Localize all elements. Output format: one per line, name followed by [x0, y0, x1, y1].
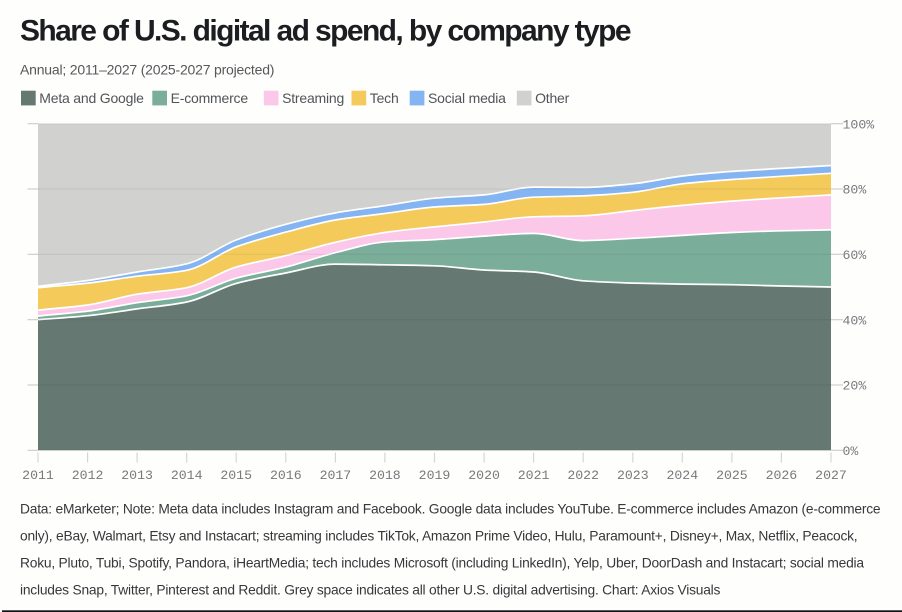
svg-text:includes Snap, Twitter, Pinter: includes Snap, Twitter, Pinterest and Re… — [20, 583, 721, 598]
svg-text:40%: 40% — [843, 313, 867, 328]
svg-text:2022: 2022 — [567, 468, 599, 483]
svg-text:2026: 2026 — [766, 468, 798, 483]
svg-text:100%: 100% — [843, 117, 875, 132]
svg-text:Tech: Tech — [370, 90, 399, 106]
svg-text:2021: 2021 — [518, 468, 550, 483]
svg-text:E-commerce: E-commerce — [171, 90, 249, 106]
svg-text:2015: 2015 — [220, 468, 252, 483]
svg-text:20%: 20% — [843, 379, 867, 394]
svg-text:2025: 2025 — [716, 468, 748, 483]
svg-text:2018: 2018 — [369, 468, 401, 483]
svg-text:Roku, Pluto, Tubi, Spotify, Pa: Roku, Pluto, Tubi, Spotify, Pandora, iHe… — [20, 556, 864, 571]
svg-text:Streaming: Streaming — [282, 90, 344, 106]
svg-text:2024: 2024 — [666, 468, 698, 483]
svg-text:2016: 2016 — [270, 468, 302, 483]
svg-text:80%: 80% — [843, 183, 867, 198]
svg-text:2027: 2027 — [815, 468, 847, 483]
svg-text:Data: eMarketer; Note: Meta da: Data: eMarketer; Note: Meta data include… — [20, 501, 881, 516]
svg-text:2020: 2020 — [468, 468, 500, 483]
svg-text:Share of U.S. digital ad spend: Share of U.S. digital ad spend, by compa… — [20, 15, 631, 48]
svg-text:Annual; 2011–2027 (2025-2027 p: Annual; 2011–2027 (2025-2027 projected) — [20, 62, 274, 78]
svg-text:2014: 2014 — [171, 468, 203, 483]
svg-text:only), eBay, Walmart, Etsy and: only), eBay, Walmart, Etsy and Instacart… — [20, 528, 857, 543]
svg-text:2023: 2023 — [617, 468, 649, 483]
svg-text:2017: 2017 — [320, 468, 352, 483]
svg-text:0%: 0% — [843, 444, 859, 459]
svg-text:Social media: Social media — [428, 90, 506, 106]
svg-text:2011: 2011 — [22, 468, 54, 483]
svg-text:2013: 2013 — [121, 468, 153, 483]
svg-text:2012: 2012 — [72, 468, 104, 483]
svg-text:Meta and Google: Meta and Google — [39, 90, 144, 106]
svg-text:60%: 60% — [843, 248, 867, 263]
svg-text:2019: 2019 — [419, 468, 451, 483]
svg-text:Other: Other — [535, 90, 570, 106]
